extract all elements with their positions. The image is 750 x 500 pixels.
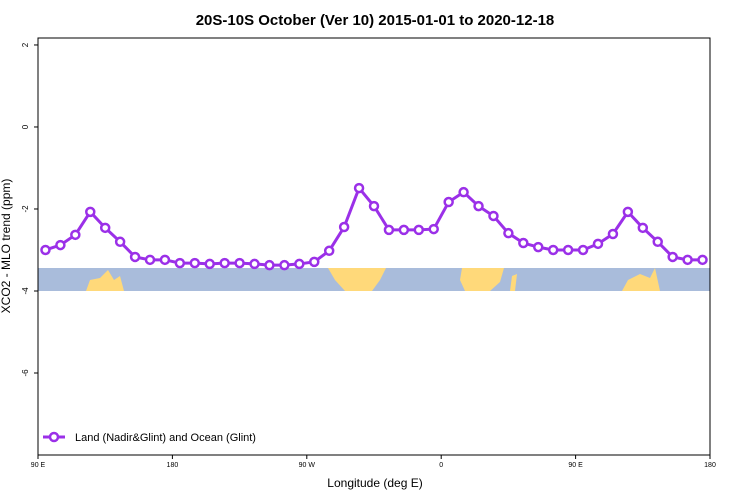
data-point bbox=[682, 254, 693, 266]
data-point bbox=[697, 254, 708, 266]
data-point bbox=[398, 224, 410, 236]
legend-marker bbox=[48, 431, 60, 443]
data-point bbox=[592, 238, 604, 250]
data-point bbox=[428, 223, 439, 235]
y-axis-label: XCO2 - MLO trend (ppm) bbox=[0, 179, 13, 314]
data-point bbox=[219, 257, 230, 269]
data-point bbox=[174, 257, 186, 269]
y-tick-label: -2 bbox=[21, 205, 30, 213]
y-tick-label: 2 bbox=[21, 42, 30, 47]
data-point bbox=[294, 258, 305, 270]
land-patch bbox=[86, 270, 124, 291]
data-point bbox=[518, 237, 529, 249]
data-point bbox=[40, 244, 51, 256]
x-tick-label: 90 W bbox=[299, 462, 316, 469]
data-point bbox=[159, 254, 171, 266]
data-point bbox=[264, 259, 275, 271]
data-point bbox=[607, 228, 619, 240]
y-tick-label: -6 bbox=[21, 369, 30, 377]
x-axis-label: Longitude (deg E) bbox=[327, 476, 422, 490]
data-point bbox=[443, 196, 454, 208]
data-point bbox=[204, 258, 215, 270]
data-point bbox=[667, 251, 678, 263]
legend-label: Land (Nadir&Glint) and Ocean (Glint) bbox=[75, 432, 256, 444]
map-band bbox=[38, 268, 710, 291]
x-tick-label: 90 E bbox=[568, 462, 583, 469]
data-point bbox=[70, 229, 81, 241]
data-point bbox=[547, 244, 559, 256]
data-point bbox=[413, 224, 425, 236]
data-point bbox=[533, 241, 544, 253]
data-point bbox=[637, 222, 649, 234]
data-point bbox=[99, 222, 111, 234]
x-tick-label: 90 E bbox=[31, 462, 46, 469]
land-patch bbox=[460, 268, 504, 291]
chart-title: 20S-10S October (Ver 10) 2015-01-01 to 2… bbox=[196, 12, 555, 29]
data-point bbox=[577, 244, 589, 256]
x-tick-label: 180 bbox=[167, 462, 179, 469]
data-point bbox=[309, 256, 320, 268]
data-point bbox=[488, 210, 499, 222]
data-point bbox=[473, 200, 484, 212]
data-point bbox=[622, 206, 634, 218]
land-patch bbox=[622, 268, 660, 291]
y-tick-label: 0 bbox=[21, 124, 30, 129]
data-point bbox=[129, 251, 141, 263]
data-point bbox=[368, 200, 380, 212]
data-point bbox=[383, 224, 395, 236]
x-tick-label: 180 bbox=[704, 462, 716, 469]
data-point bbox=[338, 221, 350, 233]
data-point bbox=[652, 236, 663, 248]
data-point bbox=[234, 257, 245, 269]
plot-frame bbox=[37, 37, 711, 456]
land-patch bbox=[510, 274, 517, 291]
data-point bbox=[323, 245, 335, 257]
data-point bbox=[55, 239, 66, 251]
land-patch bbox=[328, 268, 386, 291]
y-tick-label: -4 bbox=[21, 287, 30, 295]
series-line bbox=[44, 185, 703, 267]
data-point bbox=[249, 258, 260, 270]
data-point bbox=[458, 186, 469, 198]
data-point bbox=[114, 236, 126, 248]
data-point bbox=[279, 259, 290, 271]
data-point bbox=[562, 244, 574, 256]
data-point bbox=[353, 182, 365, 194]
data-point bbox=[85, 206, 96, 218]
x-tick-label: 0 bbox=[439, 462, 443, 469]
data-point bbox=[144, 254, 156, 266]
data-point bbox=[189, 257, 201, 269]
data-point bbox=[503, 227, 514, 239]
